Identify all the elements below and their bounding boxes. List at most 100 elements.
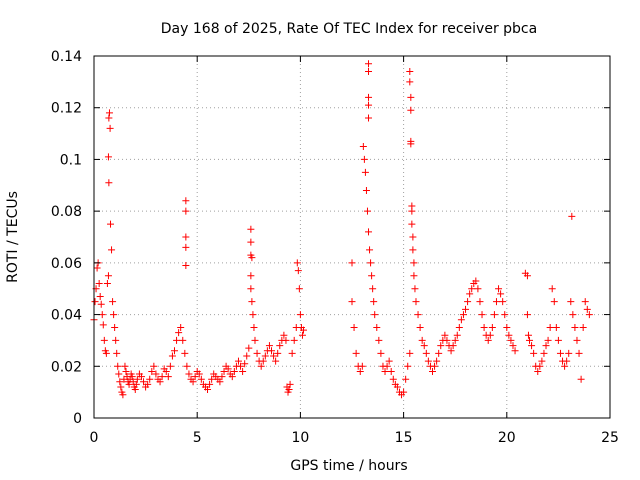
data-point (365, 68, 373, 76)
data-point (91, 298, 99, 306)
x-tick-labels: 0 5 10 15 20 25 (90, 430, 619, 446)
data-point (182, 243, 190, 251)
y-tick-label: 0.08 (51, 204, 82, 220)
data-point (182, 261, 190, 269)
data-point (377, 349, 385, 357)
data-point (552, 324, 560, 331)
data-point (109, 298, 117, 306)
data-point (224, 365, 232, 373)
data-point (104, 272, 112, 280)
data-point (457, 316, 465, 324)
data-point (468, 285, 476, 293)
data-point (536, 362, 544, 370)
plot-frame (93, 55, 611, 419)
data-point (268, 347, 276, 355)
data-point (251, 336, 259, 344)
data-point (567, 298, 575, 306)
data-point (365, 228, 373, 236)
data-point (367, 259, 375, 267)
data-point (93, 264, 101, 272)
data-point (368, 272, 376, 280)
data-point (449, 342, 457, 350)
data-point (451, 336, 459, 344)
data-points (90, 60, 593, 399)
y-tick-label: 0.1 (60, 152, 82, 168)
data-point (554, 336, 562, 344)
y-tick-label: 0 (73, 411, 82, 427)
data-point (418, 336, 426, 344)
data-point (168, 352, 176, 360)
y-tick-label: 0.12 (51, 101, 82, 117)
data-point (428, 367, 436, 375)
data-point (111, 324, 119, 331)
data-point (257, 362, 265, 370)
data-point (371, 311, 379, 319)
data-point (360, 155, 368, 163)
y-tick-labels: 0 0.02 0.04 0.06 0.08 0.1 0.12 0.14 (51, 49, 82, 427)
data-point (156, 378, 164, 386)
data-point (571, 324, 579, 331)
data-point (407, 93, 415, 101)
data-point (499, 298, 507, 306)
data-point (400, 388, 408, 396)
data-point (526, 336, 534, 344)
data-point (112, 336, 120, 344)
data-point (495, 285, 503, 293)
x-tick-label: 25 (601, 430, 619, 446)
data-point (565, 349, 573, 357)
data-point (407, 106, 415, 114)
data-point (137, 373, 145, 381)
data-point (132, 380, 140, 388)
data-point (191, 373, 199, 381)
data-point (420, 342, 428, 350)
data-point (237, 362, 245, 370)
y-tick-label: 0.02 (51, 359, 82, 375)
data-point (182, 207, 190, 215)
data-point (476, 298, 484, 306)
data-point (369, 285, 377, 293)
data-point (474, 285, 482, 293)
data-point (265, 342, 273, 350)
data-point (108, 246, 116, 254)
data-point (507, 336, 515, 344)
data-point (286, 380, 294, 388)
data-point (363, 207, 371, 215)
data-point (409, 233, 417, 241)
x-tick-label: 10 (291, 430, 309, 446)
data-point (356, 367, 364, 375)
data-point (348, 298, 356, 306)
data-point (523, 272, 531, 280)
data-point (288, 349, 296, 357)
data-point (218, 373, 226, 381)
data-point (144, 380, 152, 388)
data-point (544, 336, 552, 344)
data-point (117, 383, 125, 391)
data-point (443, 336, 451, 344)
data-point (441, 331, 449, 339)
data-point (146, 375, 154, 383)
chart-title: Day 168 of 2025, Rate Of TEC Index for r… (161, 21, 537, 37)
data-point (261, 352, 269, 360)
data-point (459, 311, 467, 319)
data-point (359, 143, 367, 150)
data-point (561, 362, 569, 370)
data-point (105, 114, 113, 122)
data-point (234, 357, 242, 365)
data-point (583, 305, 591, 313)
data-point (511, 347, 519, 355)
data-point (478, 311, 486, 319)
data-point (106, 124, 114, 132)
data-point (245, 344, 253, 352)
data-point (492, 298, 500, 306)
data-point (389, 375, 397, 383)
data-point (433, 357, 441, 365)
data-point (241, 360, 249, 368)
data-point (247, 272, 255, 280)
data-point (540, 349, 548, 357)
data-point (375, 336, 383, 344)
data-point (140, 378, 148, 386)
y-axis-label: ROTI / TECUs (5, 191, 21, 283)
data-point (581, 298, 589, 306)
data-point (484, 336, 492, 344)
